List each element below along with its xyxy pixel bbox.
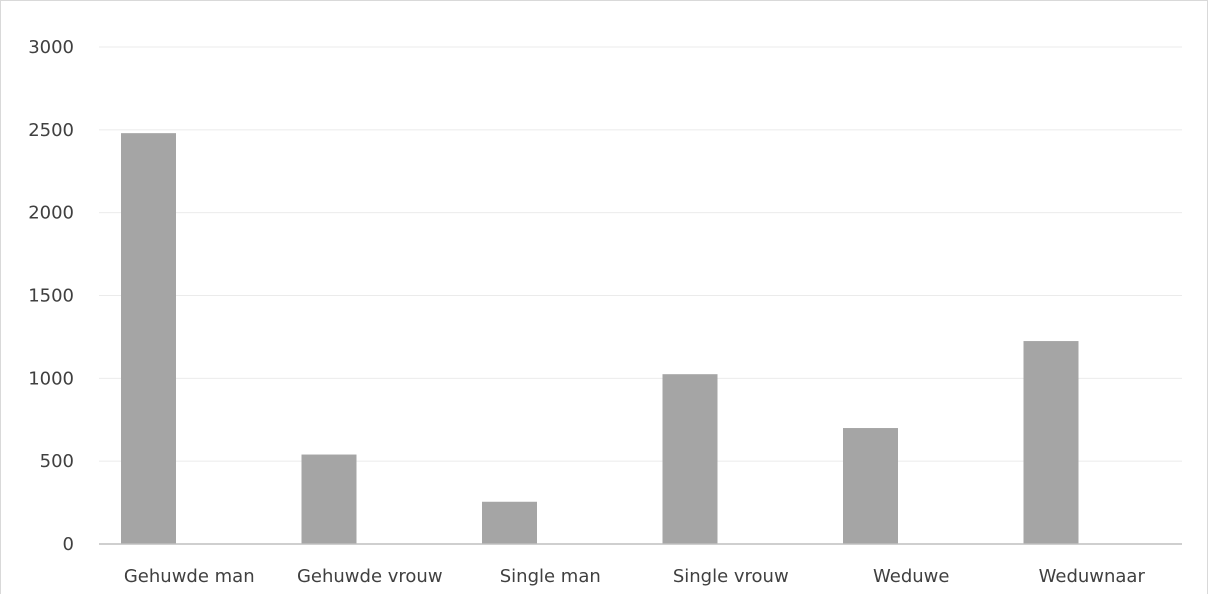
bar	[1023, 341, 1079, 544]
bar	[843, 428, 898, 544]
bar	[121, 133, 176, 544]
bar	[301, 454, 357, 544]
x-axis-categories: Gehuwde man Gehuwde vrouw Single man Single…	[124, 566, 1146, 587]
x-category-label: Weduwnaar	[1039, 566, 1146, 587]
x-category-label: Gehuwde man	[124, 566, 255, 587]
bars	[121, 133, 1079, 544]
x-category-label: Gehuwde vrouw	[297, 566, 443, 587]
y-tick-label: 2000	[28, 203, 74, 224]
y-axis-ticks: 0 500 1000 1500 2000 2500 3000	[28, 37, 74, 555]
x-category-label: Single vrouw	[673, 566, 789, 587]
y-tick-label: 0	[63, 534, 74, 555]
y-tick-label: 500	[40, 451, 74, 472]
x-category-label: Single man	[500, 566, 601, 587]
bar	[662, 374, 718, 544]
bar	[482, 501, 537, 544]
y-tick-label: 3000	[28, 37, 74, 58]
x-category-label: Weduwe	[873, 566, 949, 587]
y-tick-label: 2500	[28, 120, 74, 141]
gridlines	[99, 46, 1182, 462]
y-tick-label: 1000	[28, 368, 74, 389]
y-tick-label: 1500	[28, 286, 74, 307]
